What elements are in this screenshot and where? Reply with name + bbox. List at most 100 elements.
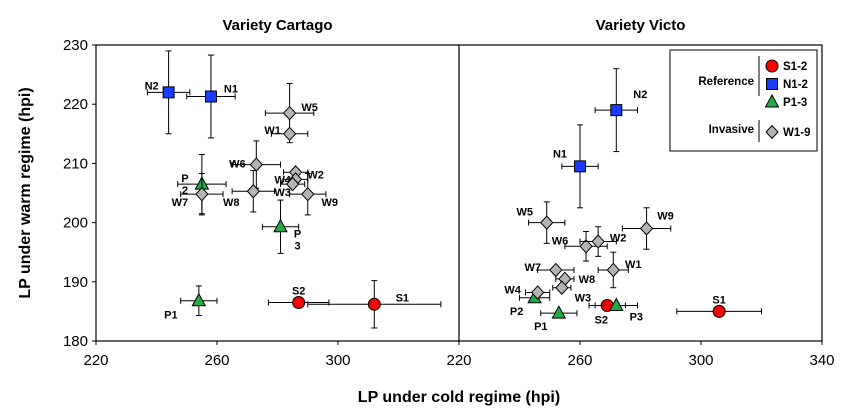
legend-marker: [765, 59, 779, 73]
data-point-square: [162, 86, 175, 99]
x-tick-label: 220: [446, 352, 471, 369]
point-label: P1: [534, 321, 547, 333]
data-point-diamond: [195, 186, 209, 202]
legend-marker: [766, 78, 778, 90]
data-point-circle: [712, 304, 726, 318]
point-label: N2: [633, 89, 647, 101]
data-point-diamond: [282, 105, 297, 121]
panel-title: Variety Victo: [596, 17, 686, 34]
point-label-line: W5: [301, 102, 318, 114]
point-label: N1: [224, 84, 238, 96]
point-label-line: W4: [504, 284, 521, 296]
point-label-line: W9: [322, 197, 339, 209]
point-label: P1: [164, 310, 177, 322]
data-point-diamond: [549, 262, 563, 278]
point-label-line: W1: [264, 125, 281, 137]
x-tick-label: 300: [688, 352, 713, 369]
point-label: W3: [575, 293, 592, 305]
point-label-line: P1: [534, 321, 547, 333]
point-label-line: W8: [579, 274, 596, 286]
point-label: W1: [264, 125, 281, 137]
legend-group-label: Reference: [698, 76, 754, 88]
point-label-line: N1: [224, 84, 238, 96]
point-label-line: 2: [182, 185, 188, 197]
point-label: S1: [712, 294, 725, 306]
legend-box: [669, 49, 818, 152]
point-label-line: W1: [625, 259, 642, 271]
x-axis-label: LP under cold regime (hpi): [358, 389, 560, 406]
point-label: W2: [307, 169, 324, 181]
x-tick-label: 260: [204, 352, 229, 369]
y-axis-label: LP under warm regime (hpi): [17, 87, 34, 298]
point-label: W8: [579, 274, 596, 286]
data-point-diamond: [606, 262, 620, 278]
point-label-line: W7: [172, 197, 189, 209]
data-point-square: [204, 90, 217, 103]
data-point-diamond: [591, 234, 605, 249]
point-label-line: P: [294, 229, 301, 241]
point-label: W8: [223, 197, 240, 209]
data-point-diamond: [579, 239, 593, 254]
point-label: S2: [292, 286, 305, 298]
point-label: W4: [504, 284, 521, 296]
point-label: W9: [657, 211, 674, 223]
point-label-line: N1: [553, 148, 567, 160]
point-label: W2: [610, 233, 627, 245]
point-label: W3: [274, 187, 291, 199]
data-point-diamond: [249, 157, 264, 172]
point-label: W7: [525, 262, 542, 274]
data-point-circle: [292, 296, 306, 310]
data-point-triangle: [608, 297, 624, 311]
point-label: W9: [322, 197, 339, 209]
point-label-line: S2: [292, 286, 305, 298]
point-label-line: N2: [145, 80, 159, 92]
point-label: N1: [553, 148, 567, 160]
point-label-line: P2: [510, 306, 523, 318]
data-point-diamond: [639, 221, 654, 236]
legend-item-label: S1-2: [783, 61, 807, 73]
legend-marker: [764, 93, 780, 108]
legend: Reference S1-2 N1-2 P1-3 Invasive W1-9: [669, 49, 818, 152]
point-label-line: W2: [610, 233, 627, 245]
point-label-line: W9: [657, 211, 674, 223]
y-tick-label: 200: [63, 215, 88, 232]
data-point-square: [610, 104, 623, 117]
x-tick-label: 220: [83, 352, 108, 369]
legend-item-label: P1-3: [783, 97, 807, 109]
legend-group-label: Invasive: [709, 124, 754, 136]
y-tick-label: 220: [63, 96, 88, 113]
data-point-triangle: [273, 218, 288, 233]
point-label-line: N2: [633, 89, 647, 101]
panel-title: Variety Cartago: [222, 17, 332, 34]
legend-item-label: W1-9: [783, 127, 810, 139]
y-tick-label: 180: [63, 333, 88, 350]
legend-marker: [765, 124, 779, 140]
x-tick-label: 260: [567, 352, 592, 369]
static-layer: 180 190 200 210 220 230 220 260 300 220 260 300 340 L…: [17, 17, 835, 406]
point-label: N2: [145, 80, 159, 92]
point-label-line: W2: [307, 169, 324, 181]
point-label: S2: [594, 314, 607, 326]
point-label-line: 3: [294, 241, 300, 253]
data-point-circle: [367, 297, 381, 311]
point-label: P2: [510, 306, 523, 318]
x-tick-label: 300: [325, 352, 350, 369]
data-point-triangle: [551, 305, 567, 319]
y-tick-label: 230: [63, 37, 88, 54]
point-label: P3: [630, 311, 643, 323]
data-point-diamond: [246, 183, 260, 199]
point-label: W5: [516, 207, 533, 219]
point-label-line: S1: [396, 292, 409, 304]
point-label: W5: [301, 102, 318, 114]
data-point-triangle: [191, 292, 207, 307]
data-point-diamond: [282, 126, 297, 142]
point-label-line: W5: [516, 207, 533, 219]
point-label-line: W3: [575, 293, 592, 305]
legend-item-label: N1-2: [783, 79, 808, 91]
point-label-line: W6: [552, 235, 569, 247]
point-label-line: S1: [712, 294, 725, 306]
y-tick-label: 210: [63, 155, 88, 172]
